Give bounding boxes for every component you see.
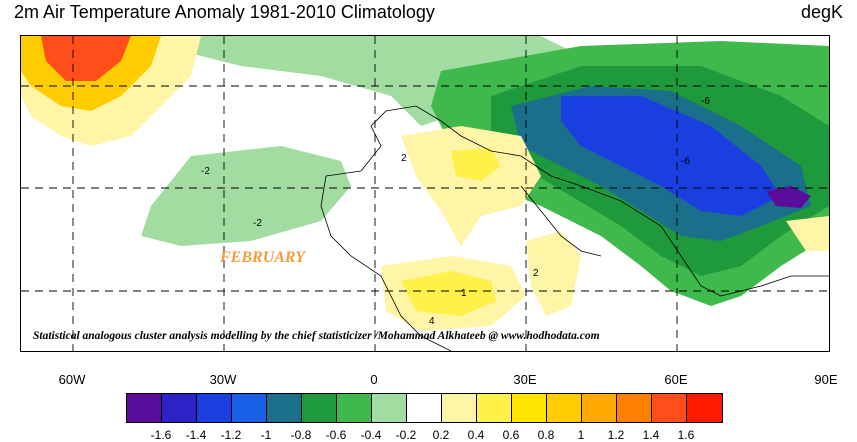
- anomaly-field-siberia-cold: [561, 96, 781, 216]
- colorbar-box: [302, 394, 337, 422]
- anomaly-field-med-yellow: [451, 148, 501, 181]
- colorbar-label: -0.4: [360, 428, 382, 442]
- colorbar-label: -0.8: [290, 428, 312, 442]
- lon-tick-label: 30W: [209, 372, 237, 387]
- contour-label: -6: [701, 96, 710, 107]
- colorbar-label: 1.6: [677, 428, 695, 442]
- contour-label: -2: [201, 166, 210, 177]
- anomaly-map: -6 -2 -2 -6 2 4 2 1: [20, 35, 830, 352]
- colorbar-label: -1: [260, 428, 272, 442]
- lon-tick-label: 30E: [513, 372, 537, 387]
- units-label: degK: [800, 2, 843, 22]
- anomaly-field-sahara-core: [401, 271, 496, 316]
- colorbar-label: 0.4: [467, 428, 485, 442]
- colorbar-box: [617, 394, 652, 422]
- contour-label: -2: [253, 218, 262, 229]
- anomaly-field-himalaya-cold: [766, 186, 811, 208]
- colorbar-label: 0.8: [537, 428, 555, 442]
- colorbar-label: 0.6: [502, 428, 520, 442]
- colorbar-label: -0.2: [395, 428, 417, 442]
- colorbar-box: [407, 394, 442, 422]
- anomaly-field-green-atlantic: [141, 146, 351, 246]
- contour-label: 4: [429, 316, 435, 327]
- colorbar-box: [582, 394, 617, 422]
- colorbar-box: [442, 394, 477, 422]
- colorbar-box: [477, 394, 512, 422]
- anomaly-field-arabia-warm: [526, 231, 581, 316]
- contour-label: 2: [533, 268, 539, 279]
- anomaly-field-greenland-core: [41, 36, 131, 81]
- colorbar-box: [127, 394, 162, 422]
- colorbar: [126, 393, 723, 423]
- colorbar-label: -1.6: [150, 428, 172, 442]
- colorbar-box: [267, 394, 302, 422]
- colorbar-box: [197, 394, 232, 422]
- lon-tick-label: 0: [370, 372, 378, 387]
- contour-label: -6: [681, 156, 690, 167]
- colorbar-box: [162, 394, 197, 422]
- contour-label: 2: [401, 153, 407, 164]
- map-title: 2m Air Temperature Anomaly 1981-2010 Cli…: [14, 2, 435, 22]
- colorbar-label: 1: [577, 428, 585, 442]
- colorbar-box: [687, 394, 722, 422]
- colorbar-label: -1.4: [185, 428, 207, 442]
- coastline: [320, 105, 829, 351]
- gridlines: [21, 36, 829, 351]
- colorbar-label: -1.2: [220, 428, 242, 442]
- colorbar-box: [337, 394, 372, 422]
- contour-label: 1: [461, 288, 467, 299]
- colorbar-label: -0.6: [325, 428, 347, 442]
- colorbar-label: 1.2: [607, 428, 625, 442]
- colorbar-label: 1.4: [642, 428, 660, 442]
- lon-tick-label: 60W: [58, 372, 86, 387]
- colorbar-box: [652, 394, 687, 422]
- credit-line: Statistical analogous cluster analysis m…: [33, 330, 600, 342]
- lon-tick-label: 60E: [664, 372, 688, 387]
- colorbar-box: [547, 394, 582, 422]
- colorbar-box: [232, 394, 267, 422]
- month-watermark: FEBRUARY: [220, 249, 306, 266]
- anomaly-field-med-warm: [401, 126, 541, 246]
- lon-tick-label: 90E: [814, 372, 838, 387]
- colorbar-label: 0.2: [432, 428, 450, 442]
- colorbar-box: [512, 394, 547, 422]
- anomaly-field-india-warm: [786, 216, 829, 251]
- colorbar-box: [372, 394, 407, 422]
